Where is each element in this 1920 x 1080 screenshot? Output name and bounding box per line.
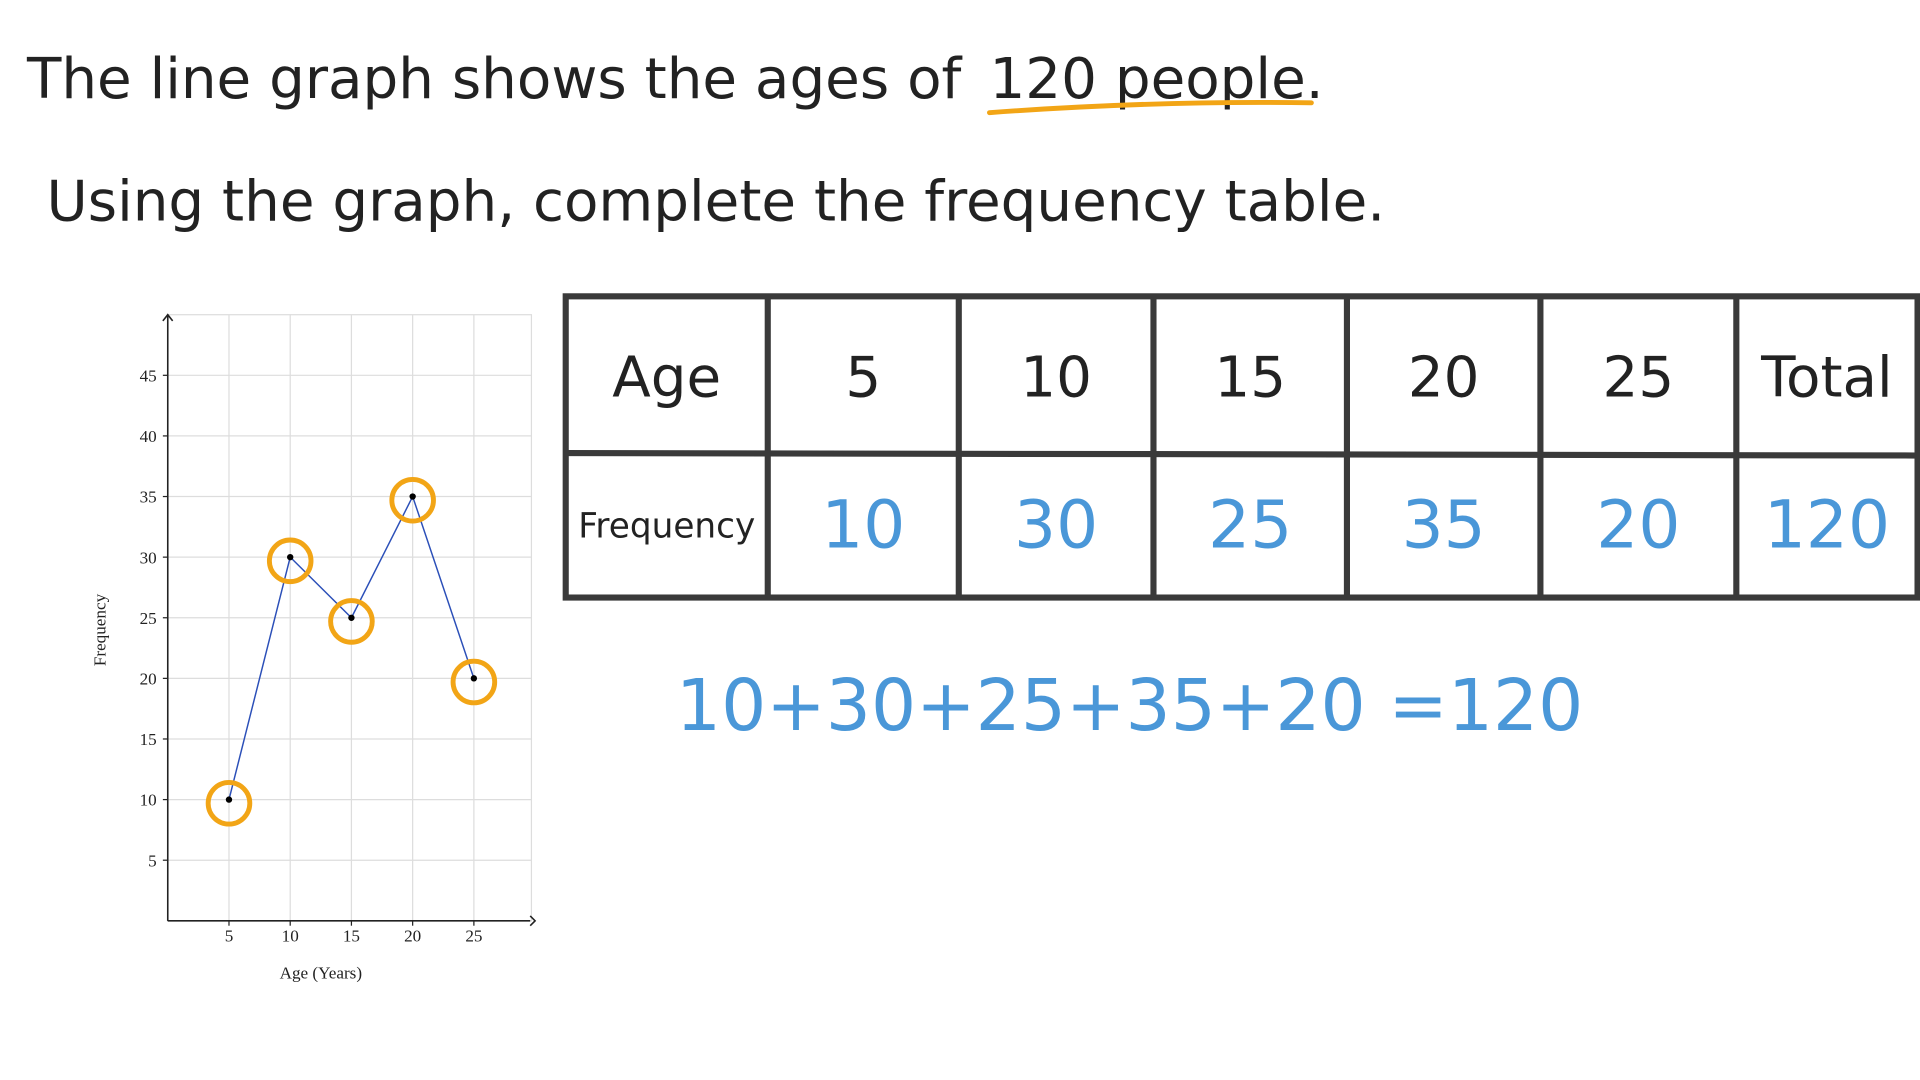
table-cell: 30 bbox=[1014, 486, 1098, 563]
table-header-cell: 5 bbox=[845, 346, 881, 411]
y-tick-label: 30 bbox=[140, 548, 157, 567]
y-tick-label: 20 bbox=[140, 669, 157, 688]
x-axis bbox=[167, 915, 537, 927]
line-chart: 5 10 15 20 25 5 10 15 20 25 30 35 40 45 Age (Years) Fre… bbox=[90, 313, 537, 982]
data-point bbox=[470, 675, 478, 682]
table-cell: 25 bbox=[1208, 486, 1292, 563]
data-point bbox=[287, 553, 294, 561]
highlight-circle bbox=[266, 537, 314, 585]
table-header-cell: 20 bbox=[1408, 346, 1480, 411]
table-border bbox=[562, 293, 1920, 601]
highlight-circle bbox=[328, 598, 375, 645]
table-header-cell: 25 bbox=[1603, 346, 1675, 411]
y-tick-label: 15 bbox=[140, 730, 157, 749]
table-header-cell: Total bbox=[1760, 346, 1893, 411]
equation: 10+30+25+35+20 =120 bbox=[676, 664, 1583, 747]
highlight-circle bbox=[450, 658, 498, 706]
y-axis bbox=[162, 313, 174, 921]
data-point bbox=[409, 493, 416, 500]
table-header-cell: 10 bbox=[1020, 346, 1092, 411]
highlight-circle bbox=[389, 476, 436, 524]
highlight-underline bbox=[987, 100, 1314, 116]
frequency-table bbox=[562, 293, 1920, 601]
data-point bbox=[225, 796, 233, 803]
heading-line: The line graph shows the ages of bbox=[26, 47, 963, 112]
x-axis-label: Age (Years) bbox=[280, 963, 362, 982]
y-tick-label: 40 bbox=[140, 427, 157, 446]
table-cell: Frequency bbox=[578, 507, 755, 547]
table-cell: 120 bbox=[1764, 486, 1890, 563]
y-tick-label: 25 bbox=[140, 609, 157, 628]
data-point bbox=[348, 614, 355, 621]
y-tick-label: 5 bbox=[148, 851, 157, 870]
x-tick-label: 10 bbox=[282, 927, 299, 946]
table-cell: 35 bbox=[1402, 486, 1486, 563]
x-tick-label: 20 bbox=[404, 927, 421, 946]
y-tick-label: 10 bbox=[140, 791, 157, 810]
table-header-cell: 15 bbox=[1214, 346, 1286, 411]
y-tick-label: 35 bbox=[140, 488, 157, 507]
y-tick-label: 45 bbox=[140, 366, 157, 385]
table-cell: 20 bbox=[1596, 486, 1680, 563]
table-header-cell: Age bbox=[612, 346, 721, 411]
highlight-circle bbox=[205, 780, 253, 827]
x-tick-label: 5 bbox=[225, 927, 234, 946]
table-cell: 10 bbox=[821, 486, 905, 563]
table-rule bbox=[565, 450, 1918, 459]
x-tick-label: 25 bbox=[465, 927, 482, 946]
x-tick-label: 15 bbox=[343, 927, 360, 946]
heading-line: Using the graph, complete the frequency … bbox=[47, 169, 1386, 234]
y-axis-label: Frequency bbox=[90, 593, 109, 666]
